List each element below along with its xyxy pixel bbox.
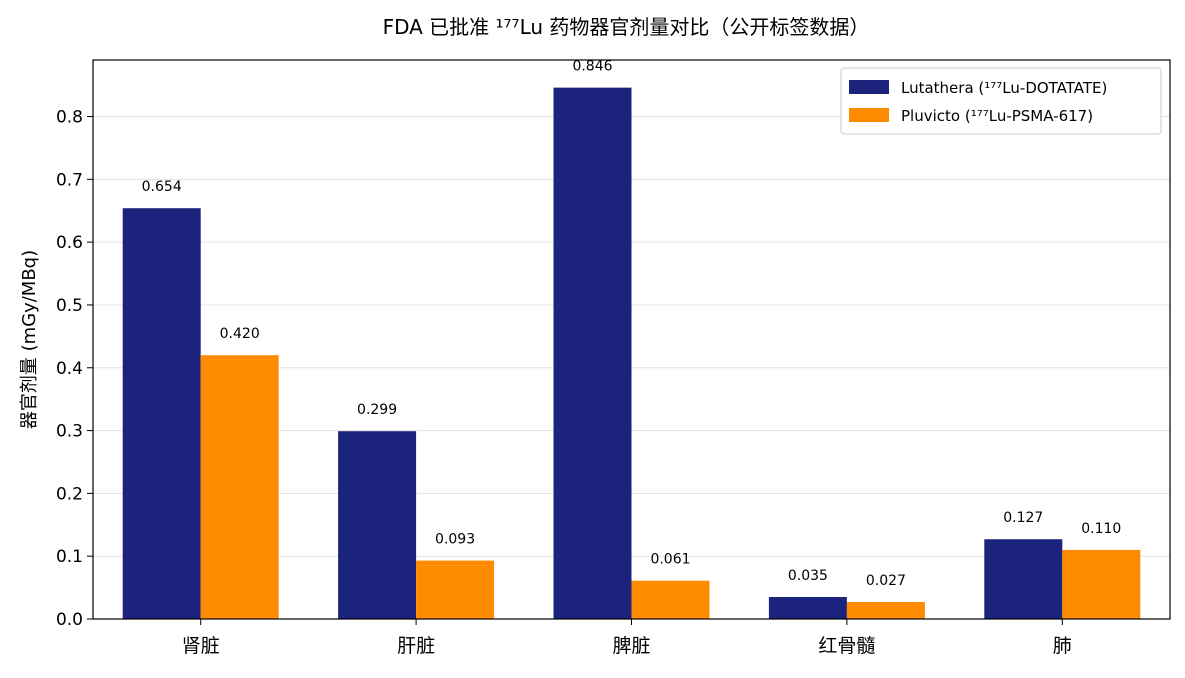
plot-frame	[92, 59, 1171, 620]
chart-title: FDA 已批准 ¹⁷⁷Lu 药物器官剂量对比（公开标签数据）	[383, 15, 870, 39]
legend-label: Lutathera (¹⁷⁷Lu-DOTATATE)	[901, 79, 1107, 97]
data-label: 0.061	[650, 552, 690, 568]
data-label: 0.035	[788, 568, 828, 584]
bar	[984, 539, 1063, 619]
bar	[846, 602, 925, 619]
x-tick-label: 肝脏	[397, 635, 435, 657]
legend-swatch	[849, 108, 889, 122]
y-tick-label: 0.5	[56, 296, 83, 316]
legend: Lutathera (¹⁷⁷Lu-DOTATATE) Pluvicto (¹⁷⁷L…	[840, 67, 1162, 135]
bar	[200, 355, 279, 619]
bar	[416, 560, 495, 619]
data-label: 0.093	[435, 532, 475, 548]
x-tick-label: 肾脏	[182, 635, 220, 657]
y-tick-label: 0.4	[56, 359, 83, 379]
bar	[553, 87, 632, 619]
data-label: 0.420	[220, 326, 260, 342]
y-tick-label: 0.0	[56, 610, 83, 630]
data-labels: 0.654 0.420 0.299 0.093 0.846 0.061 0.035 0.027…	[142, 59, 1122, 589]
bars	[122, 87, 1141, 619]
bar	[338, 431, 417, 619]
data-label: 0.127	[1003, 510, 1043, 526]
data-label: 0.027	[866, 573, 906, 589]
legend-label: Pluvicto (¹⁷⁷Lu-PSMA-617)	[901, 107, 1093, 125]
legend-swatch	[849, 80, 889, 94]
legend-box	[840, 67, 1162, 135]
y-tick-label: 0.3	[56, 422, 83, 442]
data-label: 0.654	[142, 179, 182, 195]
x-tick-label: 肺	[1053, 635, 1072, 657]
bar	[122, 208, 201, 619]
x-tick-label: 脾脏	[612, 635, 650, 657]
y-tick-label: 0.7	[56, 170, 83, 190]
bar	[1062, 549, 1141, 619]
bar	[631, 580, 710, 619]
x-tick-label: 红骨髓	[818, 635, 875, 657]
y-tick-label: 0.6	[56, 233, 83, 253]
y-axis-label: 器官剂量 (mGy/MBq)	[19, 250, 40, 429]
axes: 0.0 0.1 0.2 0.3 0.4 0.5 0.6 0.7 0.8 肾脏 肝脏 脾脏 红骨髓 肺	[56, 59, 1171, 657]
data-label: 0.299	[357, 402, 397, 418]
data-label: 0.846	[572, 59, 612, 75]
data-label: 0.110	[1081, 521, 1121, 537]
y-tick-label: 0.1	[56, 547, 83, 567]
y-tick-label: 0.8	[56, 108, 83, 128]
bar	[768, 597, 847, 619]
y-tick-label: 0.2	[56, 484, 83, 504]
